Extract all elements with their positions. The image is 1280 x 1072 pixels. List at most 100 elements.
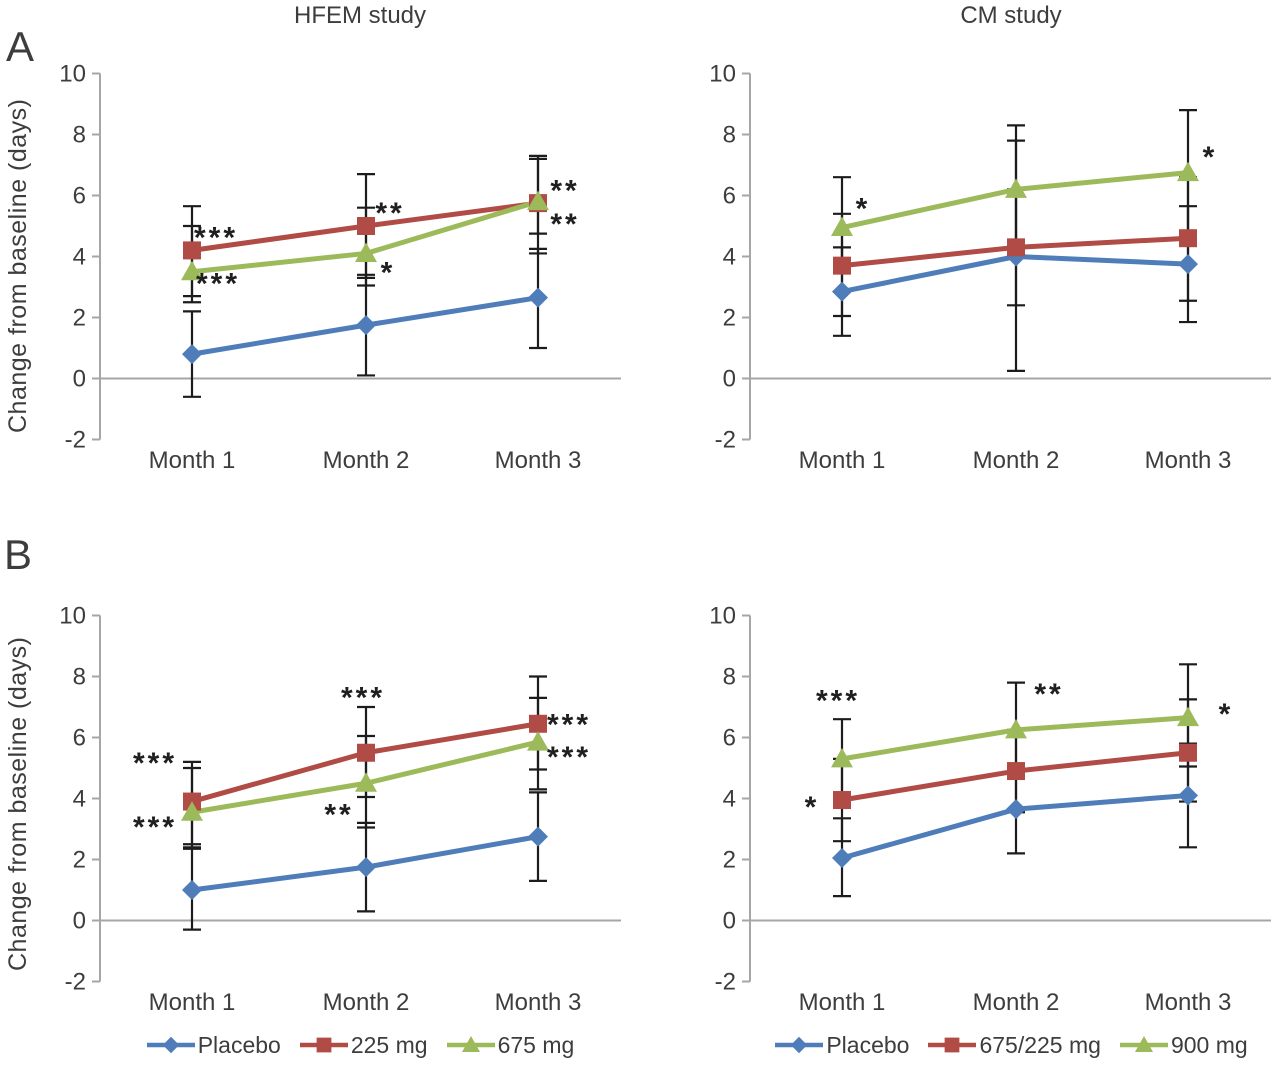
y-tick-label: 2 [73, 847, 86, 874]
triangle-marker [1005, 178, 1027, 198]
legend-item: Placebo [146, 1032, 281, 1059]
legend-item: 675/225 mg [927, 1032, 1101, 1059]
triangle-marker [1134, 1035, 1153, 1052]
square-marker [1179, 743, 1197, 762]
legend-marker-icon [928, 1037, 977, 1053]
significance-asterisks: *** [547, 709, 591, 742]
square-marker [183, 241, 201, 260]
y-tick-label: 8 [73, 122, 86, 149]
significance-asterisks: *** [547, 741, 591, 774]
legend-label: Placebo [197, 1031, 281, 1058]
y-axis-label-panel-a: Change from baseline (days) [4, 98, 32, 434]
diamond-marker [528, 287, 548, 308]
diamond-marker [528, 826, 548, 847]
y-tick-label: 6 [723, 183, 736, 210]
diamond-marker [1178, 254, 1198, 275]
diamond-marker [162, 1036, 179, 1054]
triangle-marker [355, 242, 377, 262]
y-tick-label: 4 [723, 786, 736, 813]
x-category-label: Month 3 [495, 447, 582, 474]
significance-asterisks: *** [816, 684, 860, 717]
y-tick-label: -2 [65, 427, 86, 454]
chart-title-hfem: HFEM study [293, 2, 427, 29]
significance-asterisks: *** [194, 222, 238, 255]
significance-asterisks: ** [1034, 678, 1063, 711]
x-category-label: Month 2 [323, 989, 410, 1016]
y-tick-label: 10 [59, 603, 86, 630]
diamond-marker [182, 880, 202, 900]
legend-item: 675 mg [446, 1031, 575, 1059]
significance-asterisks: ** [550, 174, 579, 207]
diamond-marker [356, 315, 376, 336]
legend-hfem: Placebo 225 mg 675 mg [100, 1032, 620, 1058]
chart-title-cm: CM study [960, 2, 1062, 29]
square-marker [833, 256, 851, 275]
square-marker [357, 743, 375, 762]
legend-label: Placebo [826, 1031, 910, 1058]
y-tick-label: 0 [723, 908, 736, 935]
legend-marker-icon [775, 1036, 824, 1054]
y-tick-label: 10 [709, 61, 736, 88]
y-axis-label-panel-b: Change from baseline (days) [4, 636, 32, 972]
diamond-marker [182, 344, 202, 365]
square-marker [1179, 229, 1197, 248]
panel-b-label: B [4, 531, 33, 578]
x-category-label: Month 3 [495, 989, 582, 1016]
significance-asterisks: * [856, 193, 871, 226]
square-marker [357, 217, 375, 235]
y-tick-label: 6 [723, 725, 736, 752]
triangle-marker [1177, 161, 1199, 182]
y-tick-label: 6 [73, 183, 86, 210]
x-category-label: Month 2 [973, 989, 1060, 1016]
y-tick-label: 8 [73, 664, 86, 691]
y-tick-label: -2 [65, 969, 86, 996]
significance-asterisks: *** [133, 747, 177, 780]
x-category-label: Month 2 [323, 447, 410, 474]
panel-a-label: A [6, 23, 35, 70]
significance-asterisks: ** [324, 799, 353, 832]
triangle-marker [1177, 706, 1199, 727]
diamond-marker [1178, 785, 1198, 806]
square-marker [529, 714, 547, 733]
square-marker [1007, 762, 1025, 781]
x-category-label: Month 1 [149, 447, 236, 474]
y-tick-label: -2 [715, 427, 736, 454]
y-tick-label: 2 [723, 847, 736, 874]
diamond-marker [832, 847, 852, 868]
triangle-marker [181, 260, 203, 281]
triangle-marker [831, 747, 853, 768]
legend-cm: Placebo 675/225 mg 900 mg [750, 1032, 1272, 1058]
square-marker [316, 1037, 332, 1053]
chart-panel-a-cm: -2 0 2 4 6 8 10 Month 1 Month 2 Month 3 * * [709, 61, 1271, 474]
legend-marker-icon [446, 1035, 495, 1052]
square-marker [833, 791, 851, 810]
diamond-marker [1006, 799, 1026, 820]
triangle-marker [527, 190, 549, 211]
significance-asterisks: ** [375, 197, 404, 230]
legend-marker-icon [146, 1036, 195, 1054]
x-category-label: Month 2 [973, 447, 1060, 474]
y-tick-label: 10 [709, 603, 736, 630]
legend-label: 675 mg [497, 1031, 575, 1058]
y-tick-label: 6 [73, 725, 86, 752]
diamond-marker [832, 281, 852, 302]
triangle-marker [527, 731, 549, 751]
x-category-label: Month 3 [1145, 989, 1232, 1016]
y-tick-label: 0 [73, 366, 86, 393]
significance-asterisks: ** [550, 208, 579, 241]
diamond-marker [356, 857, 376, 878]
x-category-label: Month 1 [149, 989, 236, 1016]
significance-asterisks: *** [196, 267, 240, 300]
y-tick-label: 8 [723, 122, 736, 149]
x-category-label: Month 3 [1145, 447, 1232, 474]
y-tick-label: -2 [715, 969, 736, 996]
triangle-marker [181, 801, 203, 821]
legend-marker-icon [1119, 1035, 1168, 1052]
y-tick-label: 8 [723, 664, 736, 691]
y-tick-label: 4 [73, 244, 86, 271]
square-marker [945, 1037, 960, 1053]
square-marker [1007, 238, 1025, 257]
